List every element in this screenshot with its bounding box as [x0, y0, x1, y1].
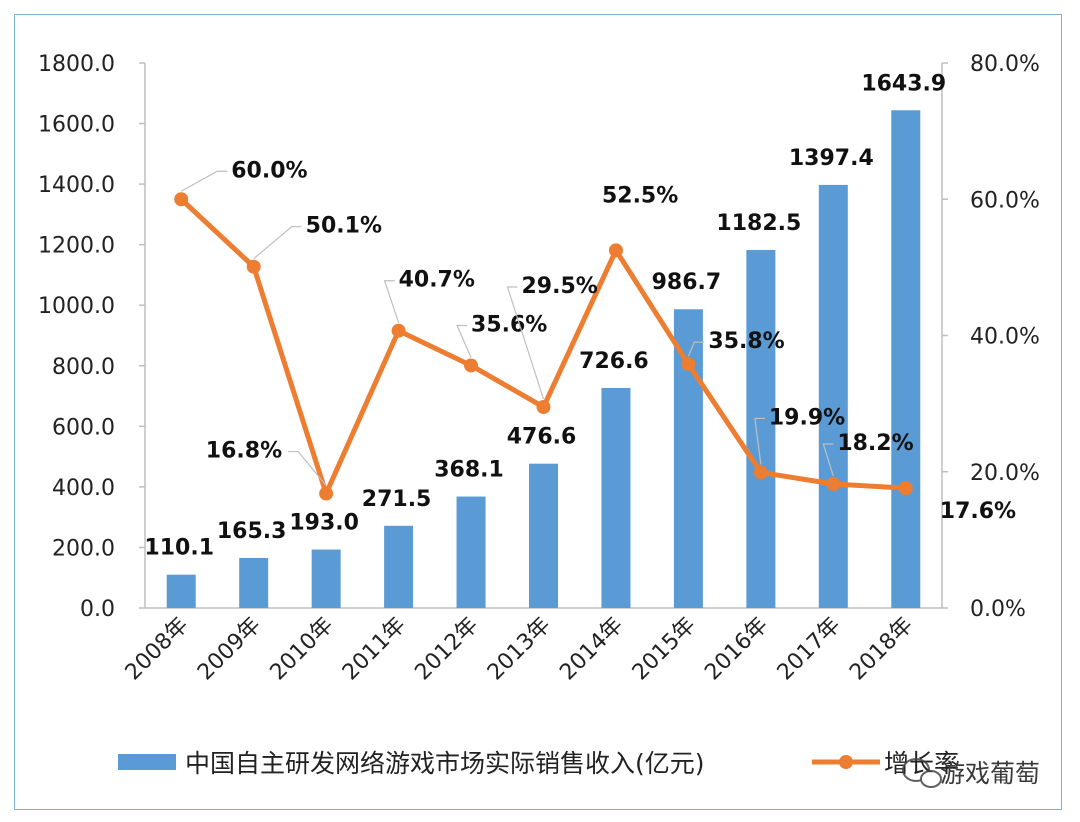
legend-label-line: 增长率: [884, 749, 959, 778]
rate-label-leader: [754, 417, 765, 465]
y-right-tick-label: 40.0%: [970, 325, 1040, 350]
rate-data-label: 17.6%: [940, 499, 1016, 524]
bar-data-label: 1182.5: [716, 211, 801, 236]
growth-rate-point: [536, 400, 551, 415]
growth-rate-point: [608, 243, 623, 258]
x-tick-label: 2012年: [410, 613, 483, 686]
rate-label-leader: [253, 226, 302, 260]
rate-data-label: 29.5%: [522, 274, 598, 299]
rate-data-label: 50.1%: [306, 214, 382, 239]
rate-data-label: 52.5%: [602, 183, 678, 208]
x-tick-label: 2017年: [773, 613, 846, 686]
rate-label-leader: [288, 450, 327, 486]
y-left-tick-label: 800.0: [52, 355, 115, 380]
y-left-tick-label: 200.0: [52, 536, 115, 561]
growth-rate-point: [319, 486, 334, 501]
y-left-tick-label: 1000.0: [38, 294, 115, 319]
bar: [456, 496, 486, 608]
y-right-tick-label: 20.0%: [970, 461, 1040, 486]
wechat-icon: [902, 758, 942, 788]
growth-rate-point: [826, 477, 841, 492]
rate-data-label: 35.6%: [471, 312, 547, 337]
y-right-tick-label: 0.0%: [970, 597, 1026, 622]
x-tick-label: 2018年: [845, 613, 918, 686]
y-left-tick-label: 600.0: [52, 415, 115, 440]
bar-data-label: 110.1: [144, 536, 214, 561]
rate-label-leader: [383, 280, 400, 323]
x-tick-label: 2009年: [193, 613, 266, 686]
bar: [746, 249, 776, 608]
rate-label-leader: [506, 286, 545, 400]
x-tick-label: 2010年: [266, 613, 339, 686]
y-right-tick-label: 60.0%: [970, 188, 1040, 213]
bar-data-label: 368.1: [434, 458, 504, 483]
legend-swatch-bars: [118, 754, 176, 770]
bar: [818, 184, 848, 609]
y-left-tick-label: 1600.0: [38, 113, 115, 138]
rate-label-leader: [180, 170, 228, 192]
x-tick-label: 2008年: [121, 613, 194, 686]
growth-rate-point: [174, 192, 189, 207]
bar: [673, 309, 703, 608]
bar-data-label: 1397.4: [789, 146, 874, 171]
rate-label-leader: [822, 443, 834, 477]
bar-data-label: 165.3: [217, 519, 287, 544]
bar-data-label: 726.6: [579, 349, 649, 374]
rate-data-label: 60.0%: [231, 158, 307, 183]
y-left-tick-label: 400.0: [52, 476, 115, 501]
x-tick-label: 2016年: [700, 613, 773, 686]
bar: [601, 388, 631, 608]
bar: [311, 549, 341, 608]
growth-rate-point: [246, 259, 261, 274]
x-tick-label: 2013年: [483, 613, 556, 686]
bar-data-label: 271.5: [362, 487, 432, 512]
rate-label-leader: [456, 324, 472, 358]
rate-data-label: 19.9%: [769, 405, 845, 430]
bar-data-label: 476.6: [507, 425, 577, 450]
wechat-icon-bubble-large: [902, 758, 930, 782]
y-right-tick-label: 80.0%: [970, 52, 1040, 77]
growth-rate-point: [391, 323, 406, 338]
y-left-tick-label: 1200.0: [38, 234, 115, 259]
x-tick-label: 2014年: [555, 613, 628, 686]
chart-frame: [14, 14, 1062, 810]
growth-rate-point: [464, 358, 479, 373]
bar-data-label: 1643.9: [861, 71, 946, 96]
growth-rate-point: [681, 357, 696, 372]
legend-swatch-marker: [839, 755, 853, 769]
bar-data-label: 986.7: [652, 270, 722, 295]
growth-rate-point: [753, 465, 768, 480]
growth-rate-point: [898, 481, 913, 496]
x-tick-label: 2015年: [628, 613, 701, 686]
bar: [166, 574, 196, 608]
rate-data-label: 16.8%: [206, 439, 282, 464]
bar: [891, 110, 921, 608]
legend-label-bars: 中国自主研发网络游戏市场实际销售收入(亿元): [185, 749, 705, 778]
x-tick-label: 2011年: [338, 613, 411, 686]
y-left-tick-label: 1800.0: [38, 52, 115, 77]
y-left-tick-label: 1400.0: [38, 173, 115, 198]
bar-data-label: 193.0: [289, 511, 359, 536]
rate-label-leader: [687, 341, 705, 357]
watermark-text: 游戏葡萄: [940, 759, 1040, 788]
bar: [529, 463, 558, 608]
rate-data-label: 35.8%: [708, 329, 784, 354]
wechat-icon-bubble-small: [920, 770, 942, 788]
rate-data-label: 18.2%: [837, 431, 913, 456]
bar: [384, 525, 414, 608]
y-left-tick-label: 0.0: [80, 597, 115, 622]
bar: [239, 557, 269, 608]
rate-data-label: 40.7%: [399, 268, 475, 293]
